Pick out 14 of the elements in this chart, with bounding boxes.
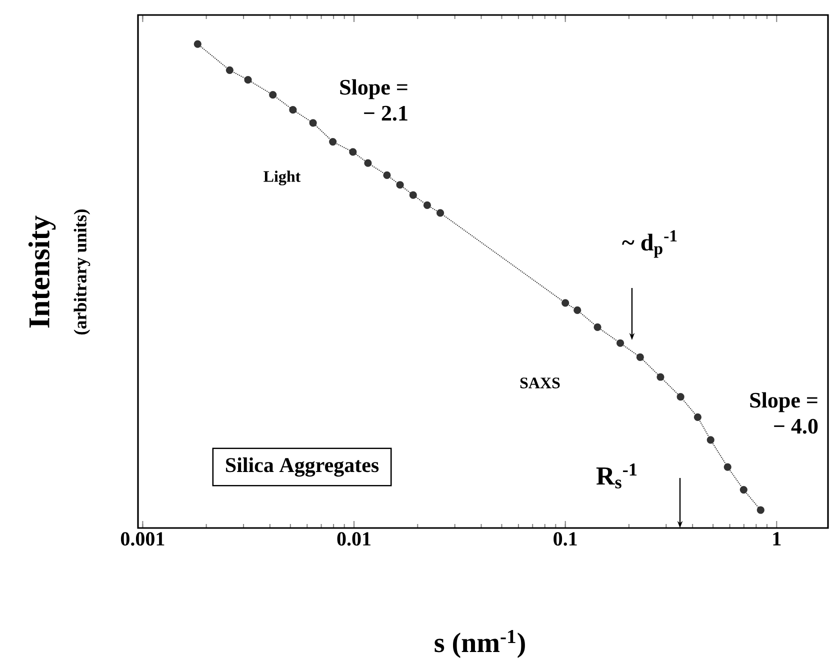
x-axis-title: s (nm$^{-1}$) bbox=[434, 630, 525, 658]
text: (arbitrary units) bbox=[74, 210, 90, 334]
annotation: R$_{s}$-1 bbox=[596, 464, 637, 488]
x-tick-label: 0.1 bbox=[554, 532, 577, 546]
x-tick-label: 1 bbox=[773, 532, 781, 546]
y-axis-title: Intensity bbox=[28, 216, 56, 328]
x-tick-label: 0.001 bbox=[120, 532, 164, 546]
annotation: Light bbox=[264, 170, 301, 186]
annotation: Slope = − 2.1 bbox=[340, 79, 408, 121]
annotation: Slope = − 4.0 bbox=[750, 392, 818, 434]
annotation: Silica Aggregates bbox=[226, 457, 379, 477]
annotation: ~ d$_{p}$-1 bbox=[622, 230, 677, 258]
x-tick-label: 0.01 bbox=[337, 532, 370, 546]
annotation: SAXS bbox=[520, 378, 560, 388]
